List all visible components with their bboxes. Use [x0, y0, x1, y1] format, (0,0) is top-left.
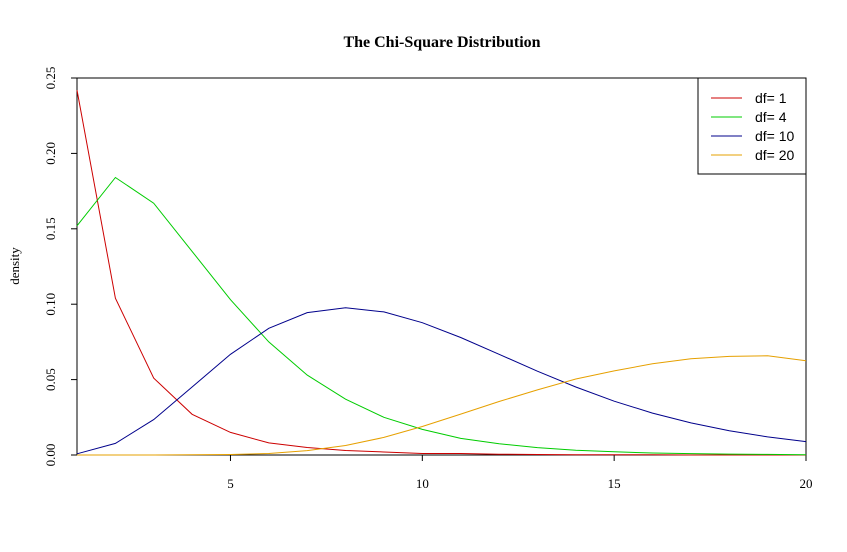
y-axis: 0.00 0.05 0.10 0.15 0.20 0.25: [43, 67, 77, 467]
legend-label: df= 4: [755, 109, 787, 125]
plot-frame: [76, 77, 807, 456]
series-line-4: [77, 355, 807, 456]
y-tick-label: 0.10: [43, 293, 58, 316]
legend: df= 1 df= 4 df= 10 df= 20: [697, 77, 807, 175]
x-tick-label: 15: [608, 476, 621, 491]
legend-label: df= 20: [755, 147, 795, 163]
series-lines: [76, 90, 807, 456]
x-tick-label: 10: [416, 476, 429, 491]
series-line-1: [76, 90, 806, 456]
y-tick-label: 0.20: [43, 142, 58, 165]
legend-label: df= 10: [755, 128, 795, 144]
y-tick-label: 0.05: [43, 368, 58, 391]
y-tick-label: 0.25: [43, 67, 58, 90]
y-axis-label: density: [7, 247, 22, 285]
chart-title: The Chi-Square Distribution: [343, 34, 540, 51]
y-tick-label: 0.15: [43, 217, 58, 240]
x-tick-label: 5: [227, 476, 234, 491]
y-tick-label: 0.00: [43, 444, 58, 467]
legend-label: df= 1: [755, 90, 787, 106]
legend-box: [697, 77, 807, 175]
series-line-2: [76, 176, 807, 456]
x-axis: 5 10 15 20: [227, 455, 813, 491]
series-line-3: [76, 307, 807, 455]
x-tick-label: 20: [800, 476, 813, 491]
